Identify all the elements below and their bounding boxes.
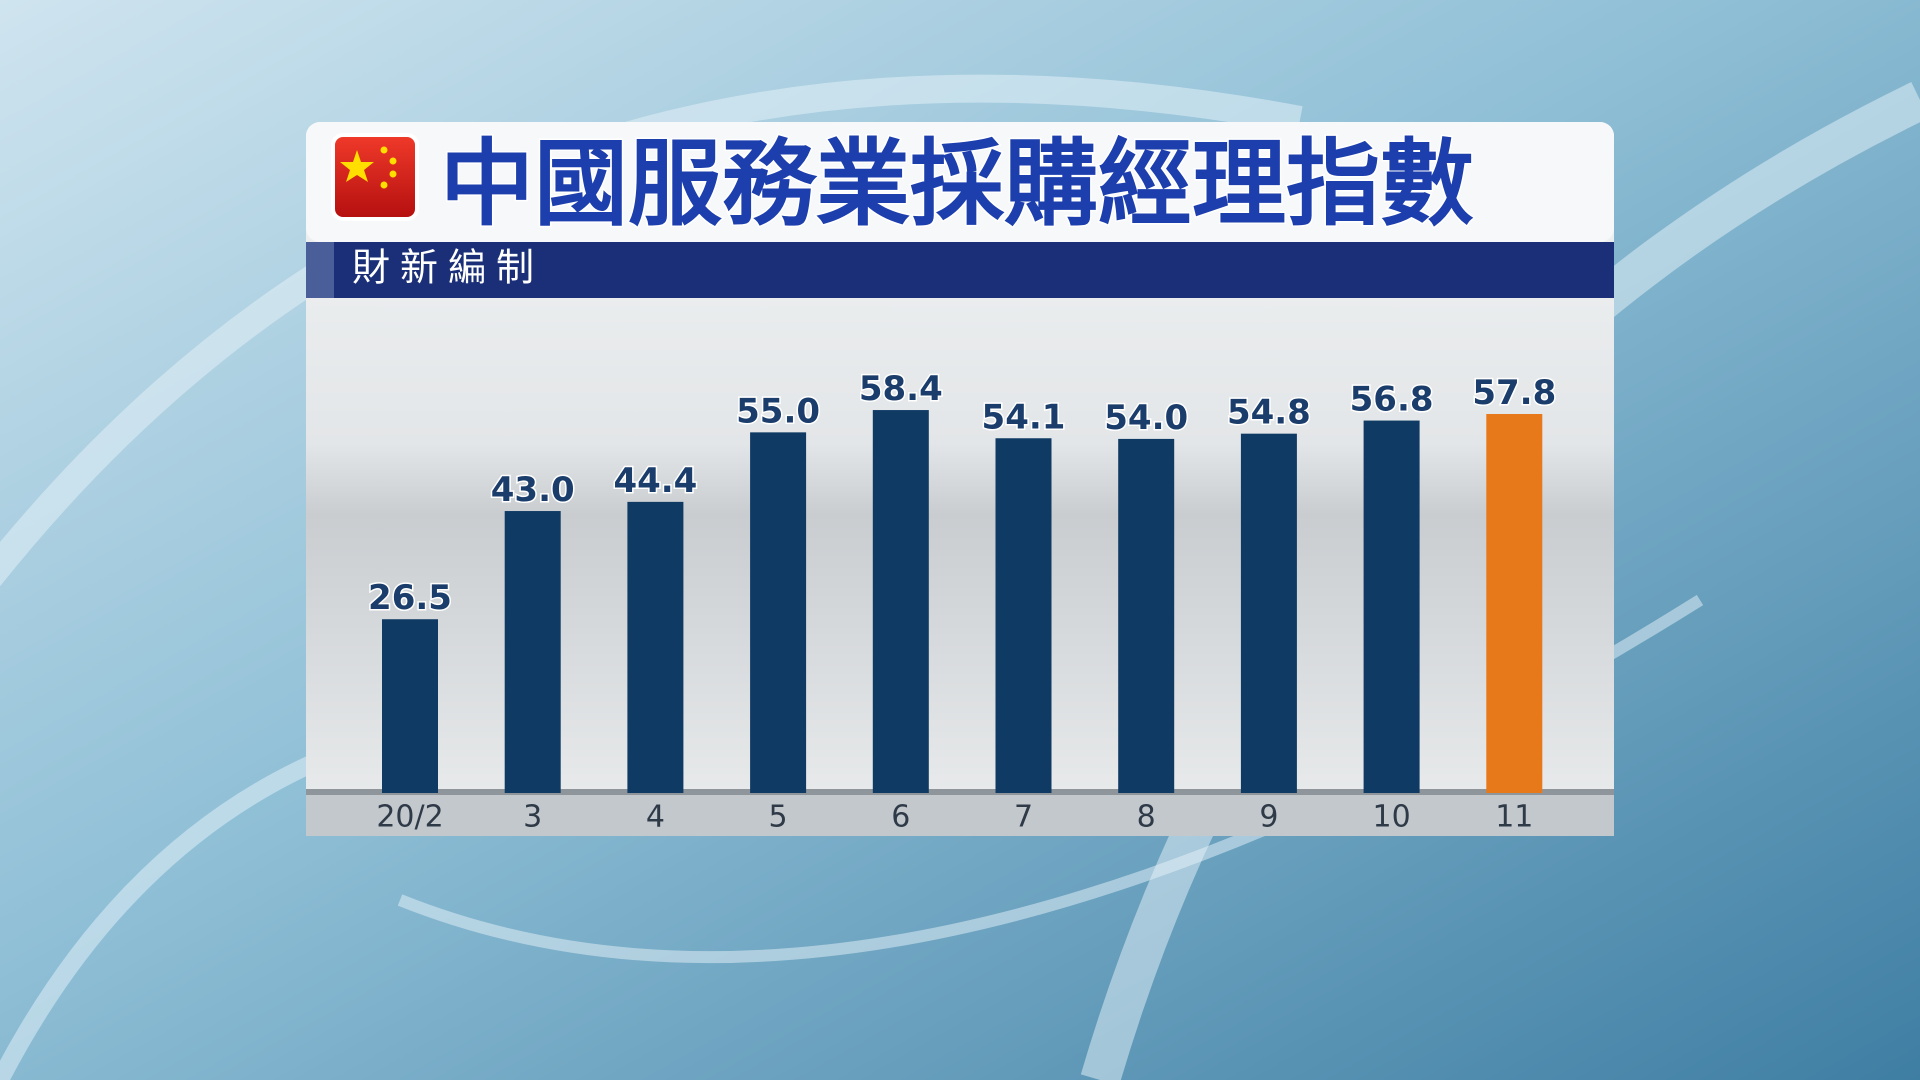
bar xyxy=(382,619,438,793)
bar xyxy=(995,438,1052,793)
bar xyxy=(504,511,561,793)
chart-title: 中國服務業採購經理指數 xyxy=(440,130,1474,239)
bar xyxy=(1240,433,1297,793)
x-tick-label: 5 xyxy=(769,800,788,835)
subtitle-accent xyxy=(306,242,334,298)
value-label: 43.0 xyxy=(491,470,575,510)
value-label: 26.5 xyxy=(368,578,452,618)
subtitle-band xyxy=(306,242,1614,298)
bar xyxy=(1118,438,1175,793)
value-label: 54.8 xyxy=(1227,393,1311,433)
value-label: 56.8 xyxy=(1350,380,1434,420)
x-tick-label: 3 xyxy=(523,800,542,835)
value-label: 55.0 xyxy=(736,391,820,431)
value-label: 44.4 xyxy=(613,461,697,501)
x-tick-label: 6 xyxy=(891,800,910,835)
value-label: 54.0 xyxy=(1104,398,1188,438)
title-band xyxy=(306,122,1614,242)
baseline xyxy=(306,789,1614,795)
x-tick-label: 8 xyxy=(1137,800,1156,835)
x-tick-label: 11 xyxy=(1495,800,1533,835)
x-tick-label: 10 xyxy=(1373,800,1411,835)
chart-subtitle: 財新編制 xyxy=(352,246,544,290)
bar xyxy=(872,410,929,793)
bar xyxy=(1486,413,1543,793)
value-label: 54.1 xyxy=(982,397,1066,437)
x-tick-label: 9 xyxy=(1259,800,1278,835)
bar xyxy=(627,501,684,793)
flag xyxy=(331,133,419,221)
bar xyxy=(1363,420,1420,793)
axis-band xyxy=(306,793,1614,836)
value-label: 58.4 xyxy=(859,369,943,409)
x-tick-label: 4 xyxy=(646,800,665,835)
x-tick-label: 20/2 xyxy=(376,800,443,835)
bar xyxy=(750,432,807,793)
value-label: 57.8 xyxy=(1472,373,1556,413)
x-tick-label: 7 xyxy=(1014,800,1033,835)
